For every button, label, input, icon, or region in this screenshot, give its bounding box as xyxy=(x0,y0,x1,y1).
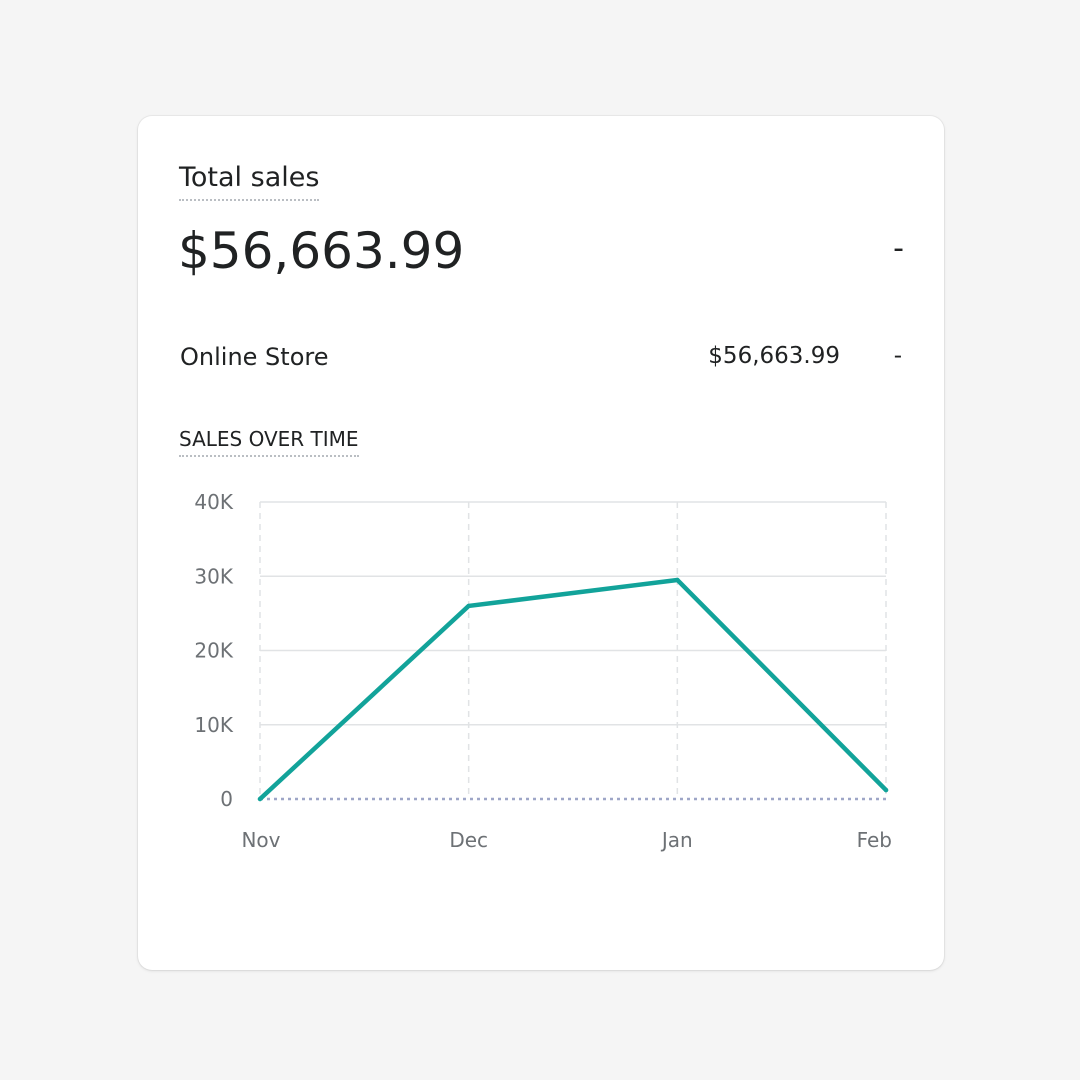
card-title[interactable]: Total sales xyxy=(179,164,320,201)
sales-over-time-chart[interactable]: 0 10K 20K 30K 40K Nov Dec Jan Feb xyxy=(138,116,944,970)
breakdown-label-online-store: Online Store xyxy=(180,343,329,371)
x-tick-label: Jan xyxy=(660,828,693,852)
series-line xyxy=(257,577,889,802)
data-point xyxy=(883,787,889,793)
y-tick-label: 10K xyxy=(194,713,233,737)
x-tick-label: Feb xyxy=(857,828,892,852)
total-sales-value: $56,663.99 xyxy=(178,222,465,280)
data-point xyxy=(675,577,680,583)
y-tick-label: 40K xyxy=(194,490,233,514)
y-tick-label: 20K xyxy=(194,639,233,663)
y-tick-label: 0 xyxy=(220,787,233,811)
data-point xyxy=(257,796,263,802)
breakdown-change-online-store: - xyxy=(893,343,902,369)
breakdown-value-online-store: $56,663.99 xyxy=(708,343,840,369)
y-tick-label: 30K xyxy=(194,564,233,588)
sales-over-time-title[interactable]: SALES OVER TIME xyxy=(179,429,359,457)
total-sales-card: Total sales $56,663.99 - Online Store $5… xyxy=(138,116,944,970)
data-point xyxy=(466,603,471,609)
total-sales-change: - xyxy=(893,231,904,266)
x-tick-label: Nov xyxy=(241,828,280,852)
x-tick-label: Dec xyxy=(449,828,488,852)
